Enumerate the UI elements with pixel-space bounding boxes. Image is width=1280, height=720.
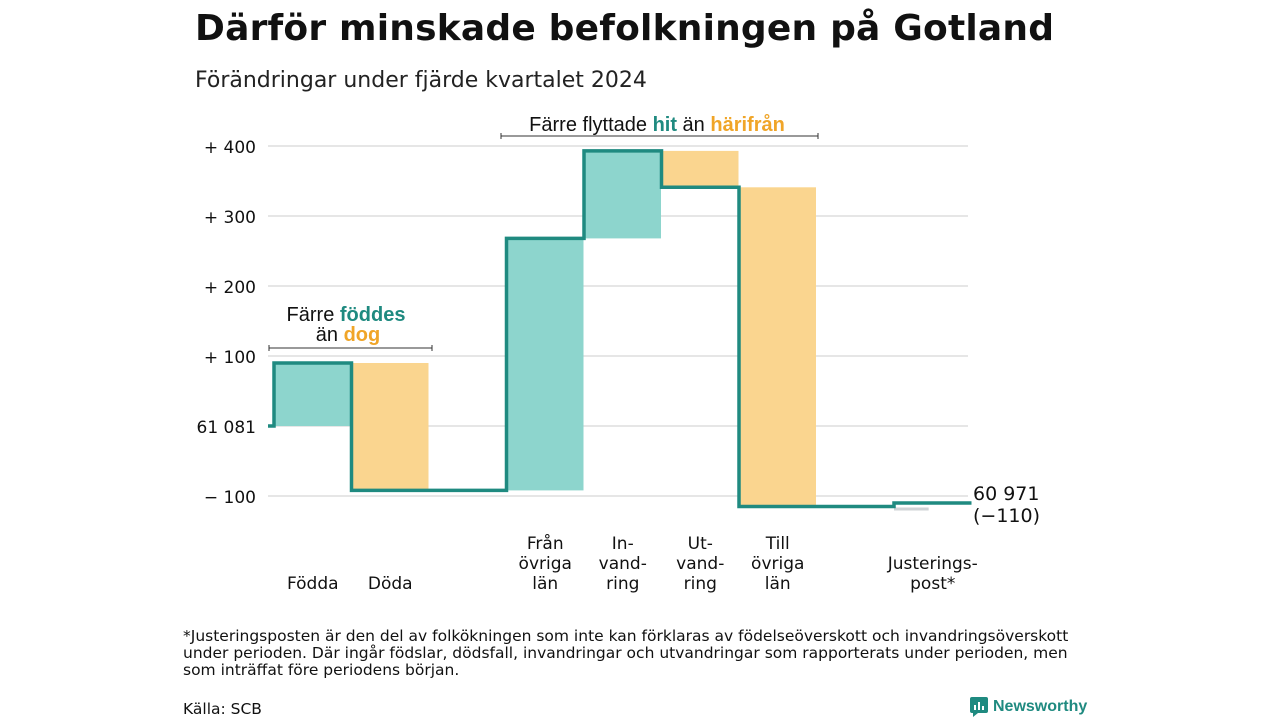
category-label-invandring: vand- bbox=[599, 554, 647, 574]
category-label-invandring: ring bbox=[606, 574, 639, 594]
migration-annotation: Färre flyttade hit än härifrån bbox=[500, 113, 819, 139]
chart-subtitle: Förändringar under fjärde kvartalet 2024 bbox=[195, 68, 647, 93]
annotation-than-text: än bbox=[316, 324, 344, 346]
svg-text:Färre föddes: Färre föddes bbox=[287, 304, 406, 326]
bar-justeringspost bbox=[894, 507, 929, 511]
y-tick-label: + 100 bbox=[204, 348, 256, 368]
y-tick-label: + 300 bbox=[204, 208, 256, 228]
annotation-away-text: härifrån bbox=[710, 113, 784, 136]
svg-text:Färre flyttade hit än härifrån: Färre flyttade hit än härifrån bbox=[529, 113, 785, 136]
category-label-fodda: Födda bbox=[287, 574, 339, 594]
bar-invandring bbox=[584, 150, 661, 239]
migration-bracket bbox=[500, 133, 819, 139]
births-deaths-bracket bbox=[268, 345, 433, 351]
annotation-fewer-text: Färre bbox=[287, 304, 340, 326]
annotation-moved-text: Färre flyttade bbox=[529, 114, 652, 136]
births-deaths-annotation: Färre föddes än dog bbox=[268, 304, 433, 351]
y-tick-label: + 400 bbox=[204, 138, 256, 158]
category-label-utvandring: Ut- bbox=[688, 534, 713, 554]
category-label-justeringspost: Justerings- bbox=[887, 554, 978, 574]
category-label-fran-ovriga-lan: Från bbox=[527, 533, 564, 554]
bar-fran-ovriga-lan bbox=[506, 238, 584, 491]
end-value-label: 60 971 bbox=[973, 483, 1039, 505]
y-tick-label: + 200 bbox=[204, 278, 256, 298]
newsworthy-logo-icon bbox=[970, 697, 988, 717]
chart-title: Därför minskade befolkningen på Gotland bbox=[195, 8, 1055, 49]
annotation-than2-text: än bbox=[677, 114, 710, 136]
annotation-died-text: dog bbox=[344, 324, 381, 346]
category-label-justeringspost: post* bbox=[910, 574, 955, 594]
bar-till-ovriga-lan bbox=[739, 187, 816, 507]
cumulative-step-line bbox=[268, 149, 972, 509]
category-label-till-ovriga-lan: övriga bbox=[751, 554, 804, 574]
bar-utvandring bbox=[661, 150, 739, 188]
category-label-utvandring: vand- bbox=[676, 554, 724, 574]
category-label-invandring: In- bbox=[612, 534, 634, 554]
y-tick-label: − 100 bbox=[204, 488, 256, 508]
footnote: *Justeringsposten är den del av folkökni… bbox=[183, 627, 1069, 679]
y-tick-label: 61 081 bbox=[197, 418, 256, 438]
brand-name: Newsworthy bbox=[993, 698, 1088, 715]
category-label-till-ovriga-lan: län bbox=[765, 574, 791, 594]
category-label-till-ovriga-lan: Till bbox=[765, 534, 790, 554]
svg-text:än dog: än dog bbox=[316, 324, 380, 346]
bar-doda bbox=[351, 363, 429, 491]
category-label-fran-ovriga-lan: län bbox=[532, 574, 558, 594]
bar-fodda bbox=[274, 363, 351, 426]
end-change-label: (−110) bbox=[973, 505, 1040, 527]
waterfall-chart: + 400 + 300 + 200 + 100 61 081 − 100 Födda Död… bbox=[197, 113, 1041, 594]
category-label-fran-ovriga-lan: övriga bbox=[519, 554, 572, 574]
category-label-doda: Döda bbox=[368, 574, 413, 594]
category-label-utvandring: ring bbox=[684, 574, 717, 594]
annotation-born-text: föddes bbox=[340, 304, 406, 326]
brand[interactable]: Newsworthy bbox=[970, 697, 1087, 717]
annotation-here-text: hit bbox=[653, 114, 678, 136]
source-note: Källa: SCB bbox=[183, 700, 262, 718]
